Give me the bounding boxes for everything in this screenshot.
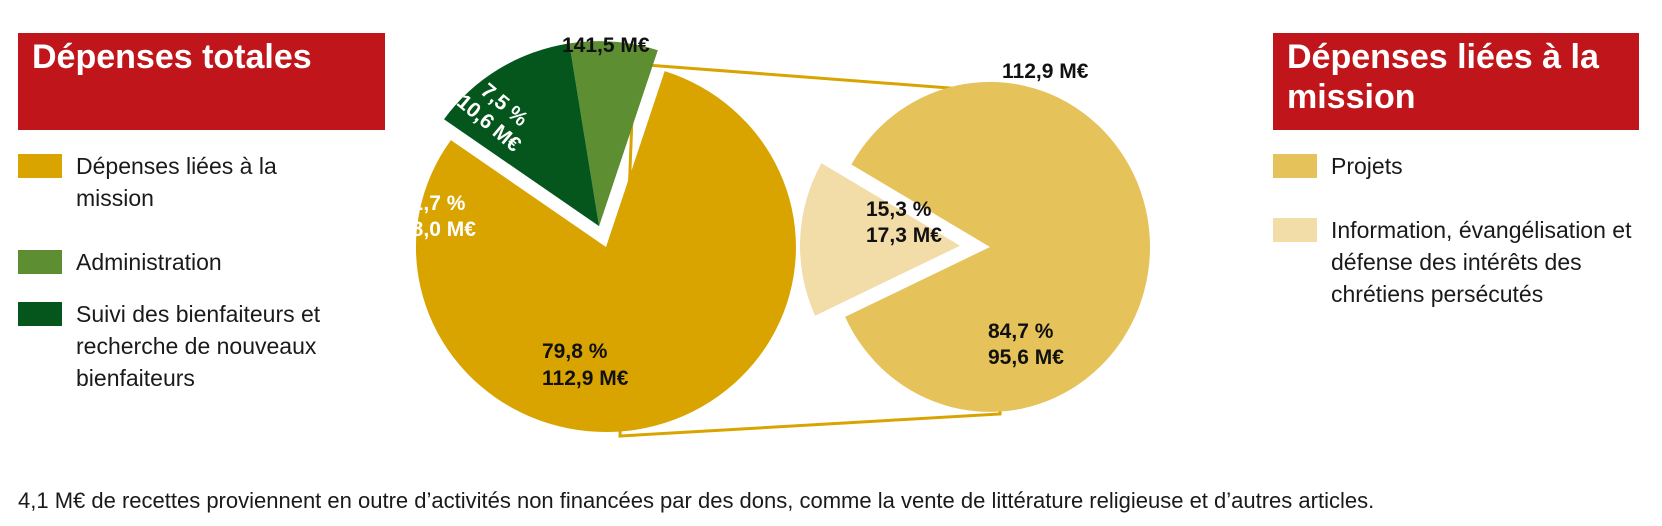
legend-label-donor-care: Suivi des bienfaiteurs et recherche de n…: [76, 301, 321, 391]
legend-mission-expenses: Projets Information, évangélisation et d…: [1273, 150, 1653, 310]
data-label-donor-care-pct: 12,7 %: [400, 192, 466, 215]
pie-slice-information: [800, 163, 961, 316]
data-label-projects-amount: 95,6 M€: [988, 346, 1064, 369]
legend-item-mission: Dépenses liées à la mission: [18, 150, 358, 246]
pie-slice-donor-care: [444, 43, 600, 227]
pie-slice-projects: [845, 81, 1151, 412]
footnote: 4,1 M€ de recettes proviennent en outre …: [18, 488, 1375, 513]
pie-slice-administration: [569, 41, 658, 227]
legend-swatch-mission: [18, 154, 62, 178]
legend-item-administration: Administration: [18, 246, 358, 298]
legend-item-projects: Projets: [1273, 150, 1653, 214]
data-label-projects-pct: 84,7 %: [988, 320, 1054, 343]
legend-item-information: Information, évangélisation et défense d…: [1273, 214, 1653, 310]
data-label-mission-amount: 112,9 M€: [542, 367, 629, 390]
chart-title-mission-expenses: Dépenses liées à la mission: [1273, 33, 1639, 130]
legend-swatch-administration: [18, 250, 62, 274]
total-expenses-label: 141,5 M€: [562, 34, 650, 57]
legend-swatch-information: [1273, 218, 1317, 242]
legend-label-projects: Projets: [1331, 153, 1403, 179]
legend-label-mission: Dépenses liées à la mission: [76, 153, 277, 211]
data-label-mission-pct: 79,8 %: [542, 340, 608, 363]
chart-title-total-expenses: Dépenses totales: [18, 33, 385, 130]
pie-charts-area: 141,5 M€ 112,9 M€ 79,8 % 112,9 M€ 12,7 %…: [400, 34, 1151, 438]
legend-label-administration: Administration: [76, 249, 222, 275]
mission-total-label: 112,9 M€: [1002, 60, 1089, 83]
data-label-information-pct: 15,3 %: [866, 198, 932, 221]
pie-slice-mission: [415, 71, 796, 433]
data-label-projects: 84,7 % 95,6 M€: [988, 320, 1064, 369]
data-label-mission: 79,8 % 112,9 M€: [542, 340, 629, 390]
legend-label-information: Information, évangélisation et défense d…: [1331, 217, 1632, 307]
data-label-information-amount: 17,3 M€: [866, 224, 942, 247]
data-label-donor-care: 12,7 % 18,0 M€: [400, 192, 476, 241]
legend-swatch-projects: [1273, 154, 1317, 178]
legend-item-donor-care: Suivi des bienfaiteurs et recherche de n…: [18, 298, 358, 394]
data-label-information: 15,3 % 17,3 M€: [866, 198, 942, 247]
legend-total-expenses: Dépenses liées à la mission Administrati…: [18, 150, 358, 394]
legend-swatch-donor-care: [18, 302, 62, 326]
data-label-donor-care-amount: 18,0 M€: [400, 218, 476, 241]
